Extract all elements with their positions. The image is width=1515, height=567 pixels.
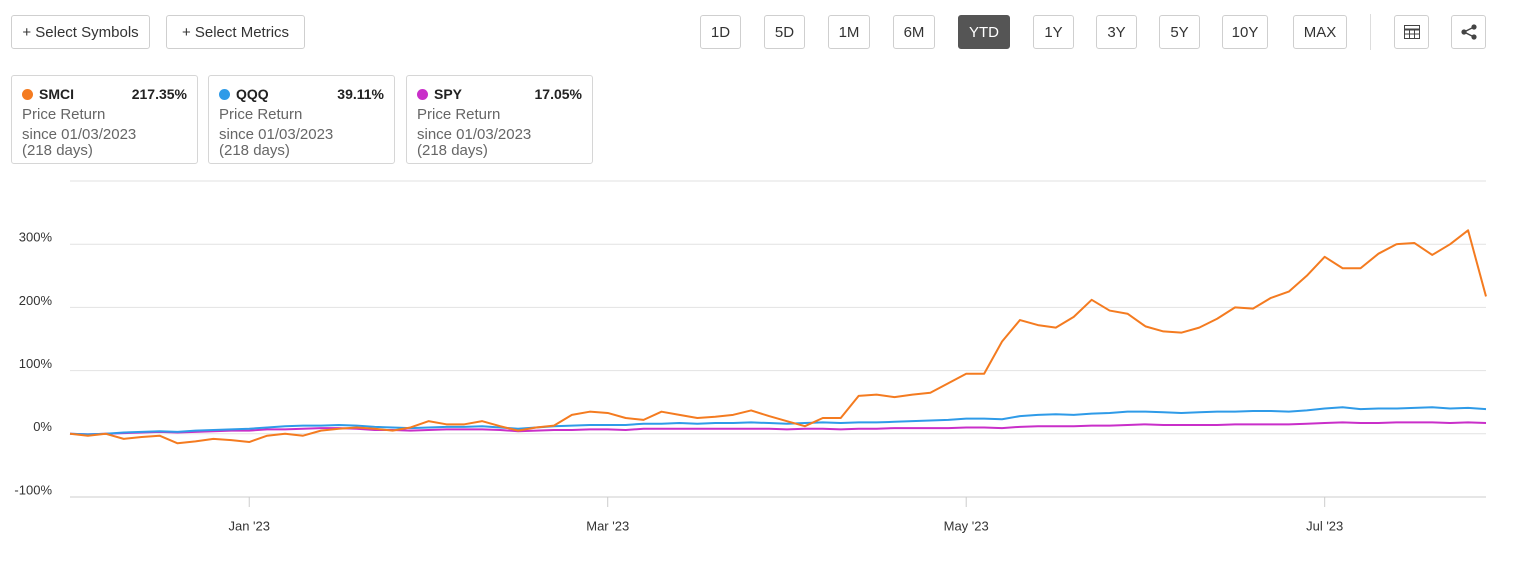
days-label: (218 days) [22,142,93,159]
table-button[interactable] [1394,15,1429,49]
legend-dot [219,88,230,100]
legend-dot [417,88,428,100]
y-tick-label: 300% [19,230,53,245]
period-button[interactable]: YTD [958,15,1010,49]
select-symbols[interactable]: + Select Symbols [11,15,150,49]
y-tick-label: -100% [14,482,52,497]
return-value: 39.11% [337,86,384,102]
metric-label: Price Return [417,106,501,123]
share-button[interactable] [1451,15,1486,49]
since-label: since 01/03/2023 [22,126,137,143]
period-button[interactable]: 5D [764,15,805,49]
legend-card: QQQ 39.11% Price Return since 01/03/2023 (21… [208,75,395,164]
legend-card: SPY 17.05% Price Return since 01/03/2023 (21… [406,75,593,164]
metric-label: Price Return [219,106,303,123]
legend-name: SPY [434,86,463,102]
legend-dot [22,88,33,100]
since-label: since 01/03/2023 [417,126,532,143]
period-button[interactable]: 5Y [1159,15,1200,49]
days-label: (218 days) [417,142,488,159]
series-line [69,229,1487,445]
x-tick-label: Jul '23 [1306,518,1343,533]
card-header: SPY 17.05% [417,85,582,103]
x-tick-label: Jan '23 [228,518,270,533]
period-button[interactable]: 1M [828,15,870,49]
period-button[interactable]: 3Y [1096,15,1137,49]
y-tick-label: 0% [33,419,52,434]
period-button[interactable]: 10Y [1222,15,1268,49]
return-value: 17.05% [534,86,582,102]
period-button[interactable]: 1D [700,15,741,49]
period-button[interactable]: MAX [1293,15,1347,49]
card-header: SMCI 217.35% [22,85,187,103]
legend-name: SMCI [39,86,74,102]
legend-name: QQQ [236,86,269,102]
table-icon [1403,25,1420,39]
metric-label: Price Return [22,106,106,123]
series-line [69,406,1487,436]
return-value: 217.35% [131,86,187,102]
x-tick-label: Mar '23 [586,518,629,533]
series-line [69,421,1487,436]
since-label: since 01/03/2023 [219,126,334,143]
y-tick-label: 100% [19,356,53,371]
days-label: (218 days) [219,142,290,159]
y-tick-label: 200% [19,293,53,308]
separator [1370,14,1371,50]
x-tick-label: May '23 [944,518,989,533]
period-button[interactable]: 1Y [1033,15,1074,49]
legend-card: SMCI 217.35% Price Return since 01/03/2023(… [11,75,198,164]
card-header: QQQ 39.11% [219,85,384,103]
select-metrics[interactable]: + Select Metrics [166,15,305,49]
share-icon [1460,24,1477,40]
period-button[interactable]: 6M [893,15,935,49]
